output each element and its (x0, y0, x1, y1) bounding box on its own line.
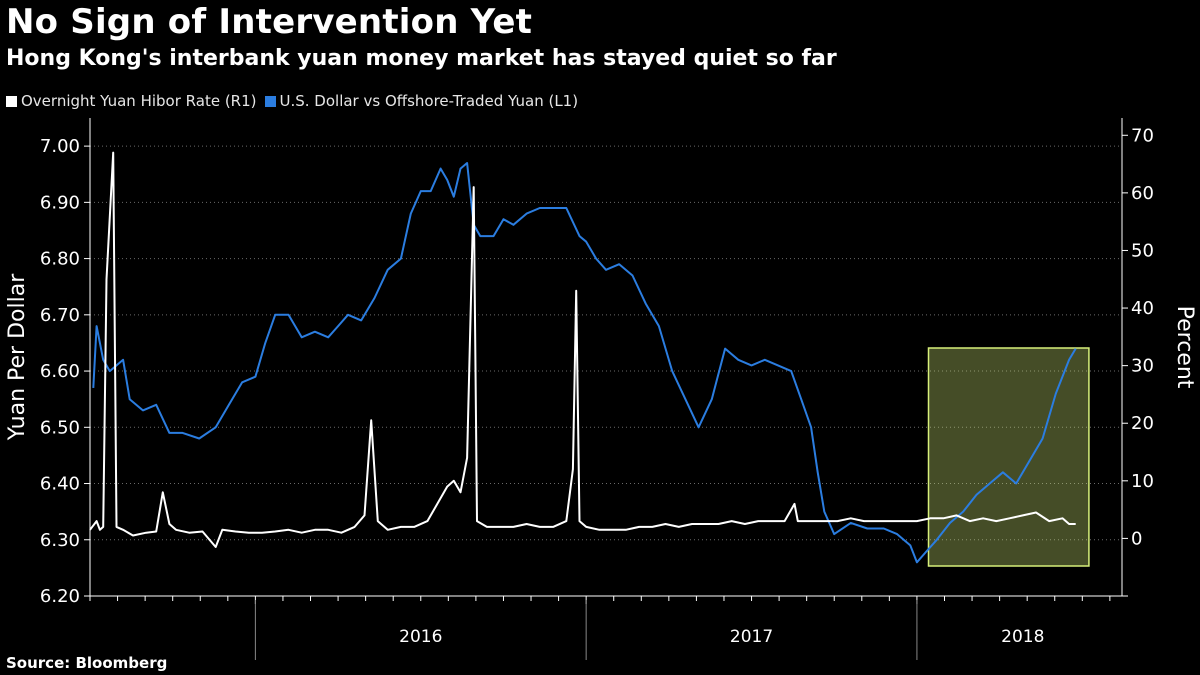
chart-subtitle: Hong Kong's interbank yuan money market … (6, 46, 837, 71)
year-label: 2018 (1001, 627, 1044, 647)
right-tick-label: 0 (1131, 528, 1142, 549)
highlight-layer (927, 347, 1090, 567)
left-tick-label: 6.90 (40, 192, 80, 213)
legend-label-usdcnh: U.S. Dollar vs Offshore-Traded Yuan (L1) (279, 92, 579, 110)
left-tick-label: 6.20 (40, 586, 80, 607)
legend-label-hibor: Overnight Yuan Hibor Rate (R1) (21, 92, 257, 110)
source-note: Source: Bloomberg (6, 654, 168, 672)
legend: Overnight Yuan Hibor Rate (R1) U.S. Doll… (6, 92, 586, 110)
year-label: 2017 (730, 627, 773, 647)
right-tick-label: 60 (1131, 183, 1154, 204)
chart-title: No Sign of Intervention Yet (6, 2, 533, 42)
left-axis-title: Yuan Per Dollar (5, 273, 30, 441)
left-tick-label: 6.80 (40, 249, 80, 270)
left-tick-label: 6.70 (40, 305, 80, 326)
right-tick-label: 40 (1131, 298, 1154, 319)
left-tick-label: 6.60 (40, 361, 80, 382)
right-tick-label: 50 (1131, 240, 1154, 261)
year-label: 2016 (399, 627, 442, 647)
left-tick-label: 6.40 (40, 474, 80, 495)
left-tick-label: 6.30 (40, 530, 80, 551)
left-tick-label: 7.00 (40, 136, 80, 157)
left-tick-label: 6.50 (40, 417, 80, 438)
legend-item-usdcnh: U.S. Dollar vs Offshore-Traded Yuan (L1) (264, 92, 579, 110)
highlight-box (927, 347, 1090, 567)
right-tick-label: 70 (1131, 125, 1154, 146)
axis-labels: 6.20 6.30 6.40 6.50 6.60 6.70 6.80 6.90 7.00 0 10 2… (5, 125, 1197, 647)
right-axis-title: Percent (1172, 306, 1197, 389)
legend-swatch-hibor (6, 95, 17, 107)
series-layer (89, 151, 1077, 564)
right-tick-label: 10 (1131, 471, 1154, 492)
legend-swatch-usdcnh (264, 95, 276, 107)
usdcnh-line (92, 162, 1077, 564)
hibor-line (89, 151, 1076, 548)
right-tick-label: 30 (1131, 356, 1154, 377)
right-tick-label: 20 (1131, 413, 1154, 434)
axes (84, 118, 1128, 660)
legend-item-hibor: Overnight Yuan Hibor Rate (R1) (6, 92, 257, 110)
